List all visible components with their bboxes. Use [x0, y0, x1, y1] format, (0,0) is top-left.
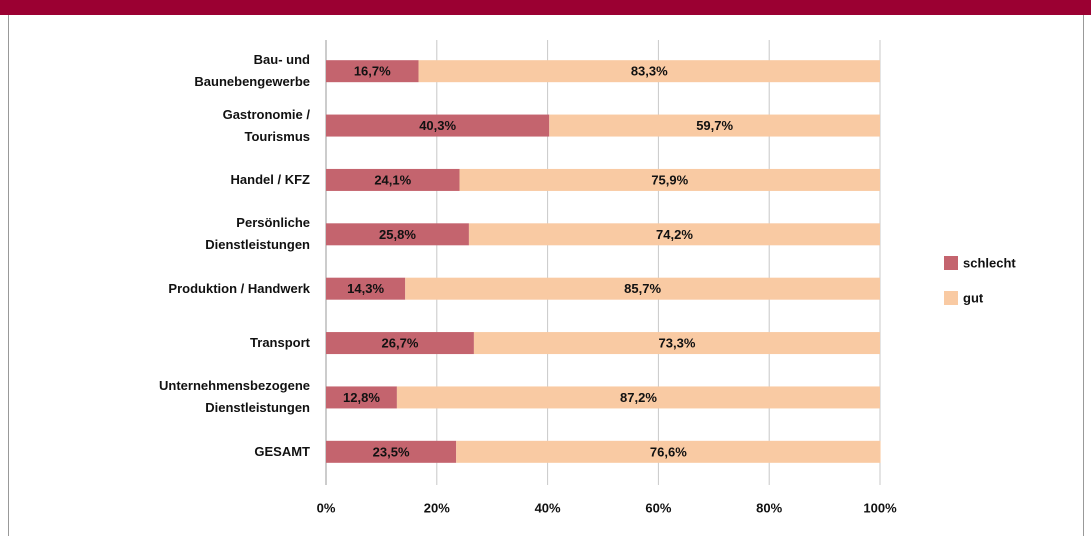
category-label: Transport: [250, 335, 310, 351]
data-label: 26,7%: [382, 336, 419, 351]
x-tick-label: 40%: [535, 500, 561, 515]
legend-swatch: [944, 291, 958, 305]
bar-segment: [326, 223, 469, 246]
x-tick-label: 60%: [645, 500, 671, 515]
data-label: 85,7%: [624, 281, 661, 296]
bar-segment: [456, 440, 881, 463]
data-label: 59,7%: [696, 118, 733, 133]
legend-swatch: [944, 256, 958, 270]
bar-segment: [326, 386, 397, 409]
bar-segment: [549, 114, 880, 137]
category-label: Bau- und Baunebengewerbe: [194, 52, 310, 90]
bar-segment: [418, 60, 880, 83]
data-label: 76,6%: [650, 444, 687, 459]
x-tick-label: 0%: [317, 500, 336, 515]
x-tick-label: 80%: [756, 500, 782, 515]
x-tick-label: 20%: [424, 500, 450, 515]
header-band: [0, 0, 1091, 15]
category-label: Handel / KFZ: [230, 171, 310, 187]
data-label: 16,7%: [354, 64, 391, 79]
legend-label: gut: [963, 290, 984, 305]
data-label: 23,5%: [373, 444, 410, 459]
bar-segment: [326, 277, 406, 300]
bar-segment: [473, 332, 880, 355]
bar-segment: [326, 168, 460, 191]
data-label: 25,8%: [379, 227, 416, 242]
bar-segment: [326, 332, 474, 355]
category-label: Produktion / Handwerk: [168, 280, 310, 296]
category-label: GESAMT: [254, 443, 310, 459]
data-label: 83,3%: [631, 64, 668, 79]
data-label: 74,2%: [656, 227, 693, 242]
bar-segment: [326, 440, 457, 463]
bar-segment: [405, 277, 880, 300]
data-label: 73,3%: [659, 336, 696, 351]
data-label: 24,1%: [374, 172, 411, 187]
legend-label: schlecht: [963, 255, 1016, 270]
bar-segment: [326, 114, 550, 137]
bar-segment: [326, 60, 419, 83]
bar-segment: [396, 386, 880, 409]
category-label: Persönliche Dienstleistungen: [205, 215, 310, 253]
category-label: Unternehmensbezogene Dienstleistungen: [159, 378, 310, 416]
data-label: 40,3%: [419, 118, 456, 133]
data-label: 12,8%: [343, 390, 380, 405]
category-label: Gastronomie / Tourismus: [222, 106, 310, 144]
data-label: 75,9%: [651, 172, 688, 187]
bar-segment: [459, 168, 880, 191]
data-label: 87,2%: [620, 390, 657, 405]
data-label: 14,3%: [347, 281, 384, 296]
bar-segment: [468, 223, 880, 246]
x-tick-label: 100%: [863, 500, 897, 515]
